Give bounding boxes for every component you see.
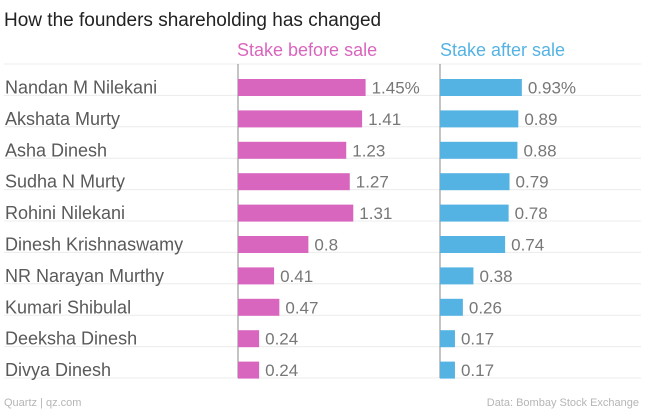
category-label: Akshata Murty <box>5 109 120 129</box>
data-label: 0.88 <box>523 141 556 160</box>
bar-before <box>238 361 260 379</box>
data-label: 0.24 <box>265 361 298 380</box>
bar-before <box>238 298 280 316</box>
data-label: 0.47 <box>285 298 318 317</box>
category-label: Divya Dinesh <box>5 360 111 380</box>
bar-after <box>440 298 463 316</box>
bar-after <box>440 79 522 96</box>
data-label: 0.24 <box>265 330 298 349</box>
data-label: 0.17 <box>461 330 494 349</box>
data-label: 1.41 <box>368 110 401 129</box>
category-labels: Nandan M Nilekani Akshata Murty Asha Dines… <box>5 78 183 381</box>
panel-title-after: Stake after sale <box>440 40 565 60</box>
data-label: 0.93% <box>528 79 576 98</box>
data-label: 1.31 <box>359 204 392 223</box>
category-label: Asha Dinesh <box>5 140 107 160</box>
category-label: Dinesh Krishnaswamy <box>5 235 183 255</box>
bar-before <box>238 330 260 348</box>
bar-before <box>238 141 347 159</box>
bar-before <box>238 79 366 96</box>
bar-after <box>440 204 509 222</box>
credit-text: Quartz | qz.com <box>4 397 81 409</box>
category-label: Sudha N Murty <box>5 172 125 192</box>
data-label: 0.38 <box>479 267 512 286</box>
bar-before <box>238 204 354 222</box>
bar-after <box>440 361 455 379</box>
category-label: Rohini Nilekani <box>5 203 125 223</box>
bar-after <box>440 110 519 128</box>
data-label: 0.17 <box>461 361 494 380</box>
chart-title: How the founders shareholding has change… <box>4 10 381 31</box>
bar-after <box>440 141 518 159</box>
data-label: 0.79 <box>516 173 549 192</box>
bar-before <box>238 267 275 285</box>
data-label: 0.41 <box>280 267 313 286</box>
bar-before <box>238 110 363 128</box>
data-label: 1.27 <box>356 173 389 192</box>
panel-title-before: Stake before sale <box>237 40 377 60</box>
bars <box>238 79 522 379</box>
bar-before <box>238 173 350 191</box>
bar-after <box>440 267 474 285</box>
category-label: NR Narayan Murthy <box>5 266 164 286</box>
data-label: 0.89 <box>524 110 557 129</box>
data-label: 0.26 <box>469 298 502 317</box>
bar-after <box>440 173 510 191</box>
data-label: 0.74 <box>511 236 544 255</box>
category-label: Kumari Shibulal <box>5 297 131 317</box>
bar-after <box>440 330 455 348</box>
data-label: 1.45% <box>372 79 420 98</box>
data-label: 0.8 <box>314 236 338 255</box>
category-label: Deeksha Dinesh <box>5 329 137 349</box>
value-labels: 1.45% 1.41 1.23 1.27 1.31 0.80.41 0.47 0.24 0.24… <box>265 79 576 381</box>
source-text: Data: Bombay Stock Exchange <box>487 397 639 409</box>
category-label: Nandan M Nilekani <box>5 78 157 98</box>
bar-after <box>440 236 506 253</box>
data-label: 0.78 <box>515 204 548 223</box>
bar-before <box>238 236 309 253</box>
data-label: 1.23 <box>352 141 385 160</box>
